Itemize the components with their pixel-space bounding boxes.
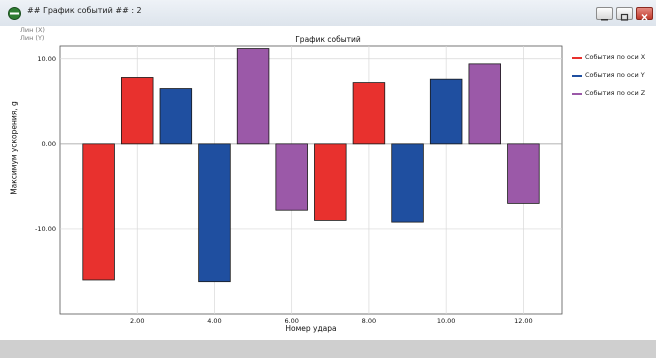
minimize-button[interactable] [596, 7, 613, 21]
y-tick-label: 10.00 [37, 54, 56, 63]
maximize-icon [620, 13, 629, 21]
chart-title: График событий [295, 35, 361, 44]
bar [507, 143, 540, 204]
bar [120, 77, 154, 145]
legend-swatch [572, 93, 582, 95]
bar [468, 63, 502, 145]
bar-chart [59, 45, 563, 315]
x-tick-label: 10.00 [436, 317, 456, 325]
x-tick-label: 8.00 [361, 317, 377, 325]
bar [159, 88, 193, 145]
lin-y-label: Лин (Y) [20, 34, 45, 42]
legend-item-x: События по оси X [572, 54, 652, 72]
bar [352, 82, 386, 145]
bar [314, 143, 347, 221]
legend-swatch [572, 57, 582, 59]
bar [429, 78, 463, 145]
window-title: ## График событий ## : 2 [27, 6, 142, 15]
legend-label: События по оси X [585, 53, 646, 61]
x-tick-label: 6.00 [284, 317, 299, 325]
x-tick-label: 12.00 [514, 317, 533, 325]
legend-item-y: События по оси Y [572, 72, 652, 90]
chart-window: ## График событий ## : 2 Лин (X) Лин (Y)… [0, 0, 656, 341]
chart-area: Лин (X) Лин (Y) График событий Максимум … [0, 26, 656, 340]
legend-swatch [572, 75, 582, 77]
x-axis-title: Номер удара [285, 324, 337, 333]
bar [82, 143, 115, 281]
y-axis-title: Максимум ускорения, g [9, 101, 19, 195]
lin-x-label: Лин (X) [20, 26, 45, 34]
bar [391, 143, 424, 223]
x-tick-label: 4.00 [207, 317, 222, 325]
app-icon [8, 7, 21, 20]
x-tick-label: 2.00 [129, 317, 145, 325]
bar [198, 143, 231, 283]
y-tick-label: -10.00 [35, 224, 56, 233]
close-icon [641, 14, 648, 21]
status-bar [0, 340, 656, 358]
legend-item-z: События по оси Z [572, 90, 652, 108]
minimize-icon [601, 19, 608, 21]
legend-label: События по оси Y [585, 71, 645, 79]
maximize-button[interactable] [616, 7, 633, 21]
y-tick-label: 0.00 [41, 139, 56, 148]
close-button[interactable] [636, 7, 653, 21]
legend-label: События по оси Z [585, 89, 646, 97]
legend: События по оси X События по оси Y Событи… [572, 54, 652, 108]
bar [275, 143, 308, 211]
bar [236, 48, 270, 145]
title-bar[interactable]: ## График событий ## : 2 [0, 0, 656, 27]
